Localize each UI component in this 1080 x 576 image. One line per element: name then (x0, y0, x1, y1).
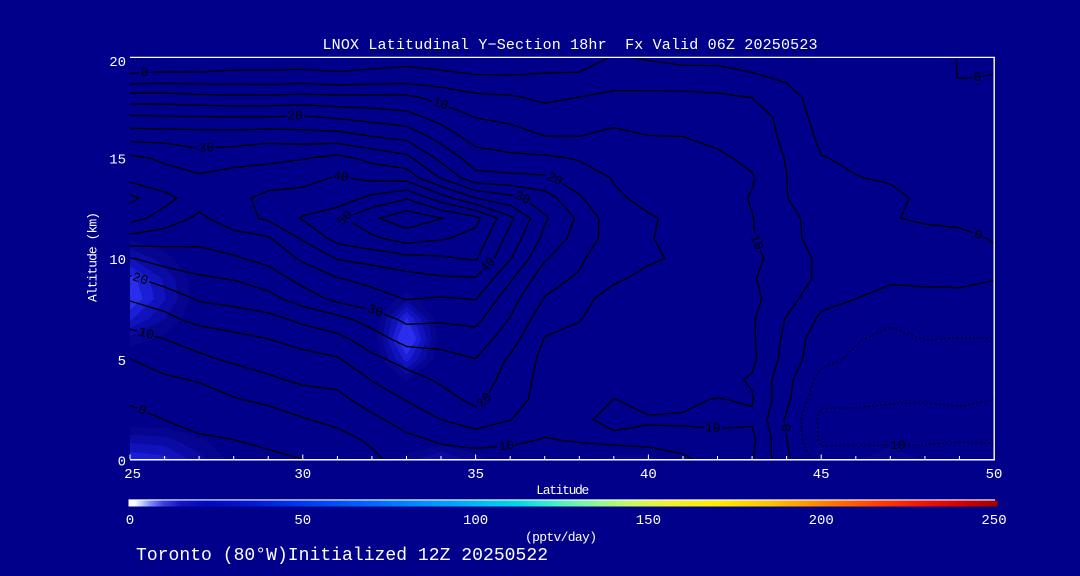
svg-text:0: 0 (973, 70, 982, 85)
svg-text:25: 25 (124, 467, 141, 483)
svg-text:50: 50 (294, 513, 311, 529)
svg-text:20: 20 (109, 55, 126, 71)
svg-text:10: 10 (431, 94, 451, 113)
svg-text:Altitude (km): Altitude (km) (86, 212, 101, 302)
svg-text:−10: −10 (882, 438, 906, 453)
svg-text:45: 45 (813, 467, 830, 483)
svg-text:30: 30 (512, 188, 532, 208)
svg-text:35: 35 (467, 467, 484, 483)
svg-text:30: 30 (294, 467, 311, 483)
svg-text:250: 250 (981, 513, 1006, 529)
svg-text:Toronto (80°W)Initialized 12Z: Toronto (80°W)Initialized 12Z 20250522 (136, 546, 548, 566)
svg-text:0: 0 (777, 423, 793, 433)
svg-text:(pptv/day): (pptv/day) (525, 530, 597, 545)
svg-text:100: 100 (463, 513, 488, 529)
svg-text:15: 15 (109, 152, 126, 168)
svg-text:10: 10 (498, 438, 515, 455)
svg-text:30: 30 (365, 301, 384, 320)
svg-text:10: 10 (137, 324, 156, 343)
svg-text:150: 150 (636, 513, 661, 529)
svg-text:0: 0 (118, 455, 126, 471)
svg-text:30: 30 (198, 140, 214, 156)
svg-text:20: 20 (131, 269, 150, 288)
svg-text:40: 40 (333, 169, 350, 185)
svg-text:20: 20 (287, 108, 303, 123)
svg-text:Latitude: Latitude (536, 483, 589, 498)
svg-text:0: 0 (126, 513, 134, 529)
svg-text:20: 20 (544, 169, 565, 190)
svg-text:LNOX Latitudinal Y−Section 18h: LNOX Latitudinal Y−Section 18hr Fx Valid… (323, 37, 818, 54)
svg-text:50: 50 (986, 467, 1003, 483)
svg-text:10: 10 (747, 232, 766, 252)
svg-text:5: 5 (118, 354, 126, 370)
svg-text:10: 10 (704, 420, 720, 436)
svg-text:40: 40 (640, 467, 657, 483)
svg-text:0: 0 (141, 65, 150, 80)
svg-text:10: 10 (109, 253, 126, 269)
svg-text:200: 200 (809, 513, 834, 529)
